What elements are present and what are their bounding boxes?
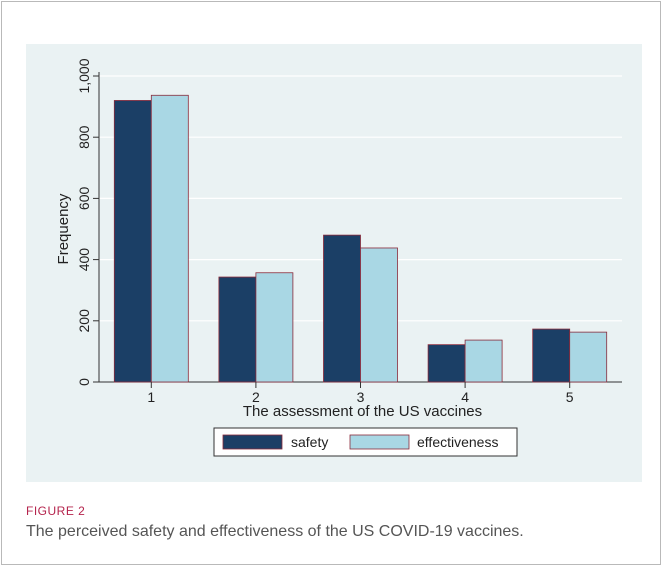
x-tick-label-1: 1: [147, 389, 155, 405]
legend-label-safety: safety: [291, 434, 328, 450]
bar-effectiveness-5: [569, 331, 608, 383]
bar-effectiveness-3: [360, 247, 398, 383]
y-tick-label-1: 200: [76, 309, 92, 333]
y-tick-label-4: 800: [76, 125, 92, 149]
bar-safety-4: [427, 344, 466, 383]
x-tick-label-3: 3: [357, 389, 365, 405]
y-tick-label-2: 400: [76, 248, 92, 272]
x-tick-label-4: 4: [461, 389, 469, 405]
bar-chart: 0 200 400 600 800 1,000 Frequency 1 2 3 4 5 The asse…: [55, 58, 622, 457]
bar-safety-3: [323, 234, 361, 383]
bar-safety-5: [532, 328, 571, 383]
bar-effectiveness-1: [150, 94, 189, 383]
legend-swatch-effectiveness: [349, 434, 410, 450]
bar-effectiveness-4: [464, 339, 503, 383]
bar-effectiveness-2: [255, 272, 294, 383]
bar-safety-1: [113, 100, 152, 383]
x-tick-label-5: 5: [566, 389, 574, 405]
legend-swatch-safety: [222, 434, 283, 450]
y-tick-label-3: 600: [76, 187, 92, 211]
figure-label: FIGURE 2: [26, 504, 86, 518]
bar-safety-2: [218, 276, 257, 383]
x-tick-label-2: 2: [252, 389, 260, 405]
y-axis-title: Frequency: [55, 193, 72, 264]
figure-caption: The perceived safety and effectiveness o…: [26, 523, 524, 540]
x-axis-title: The assessment of the US vaccines: [243, 403, 482, 420]
legend-label-effectiveness: effectiveness: [417, 434, 498, 450]
y-tick-label-5: 1,000: [76, 58, 92, 93]
plot-panel: 0 200 400 600 800 1,000 Frequency 1 2 3 4 5 The asse…: [26, 44, 642, 482]
y-tick-label-0: 0: [76, 378, 92, 386]
